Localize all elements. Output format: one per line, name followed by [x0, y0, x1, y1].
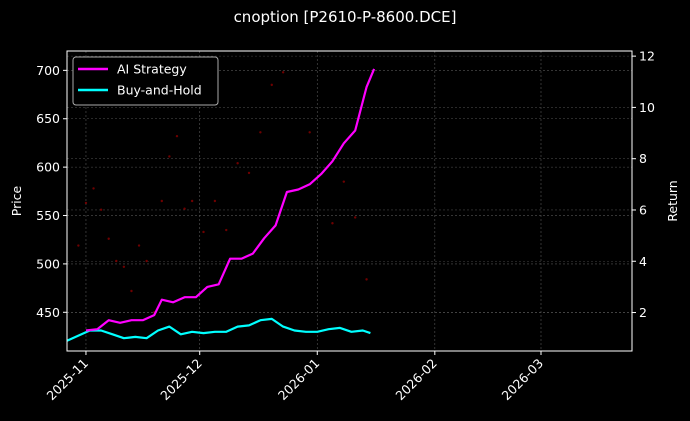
x-tick-label: 2025-11: [44, 356, 92, 404]
x-tick-label: 2026-02: [392, 356, 440, 404]
x-tick-label: 2026-01: [275, 356, 323, 404]
y-right-axis-label: Return: [665, 180, 680, 221]
y-left-tick-label: 650: [36, 111, 60, 126]
y-left-tick-label: 600: [36, 160, 60, 175]
y-right-tick-label: 2: [639, 305, 647, 320]
y-left-tick-label: 700: [36, 63, 60, 78]
price-scatter: [77, 71, 368, 314]
ai-strategy-line: [85, 68, 376, 332]
grid: [67, 51, 632, 351]
y-right-tick-label: 12: [639, 49, 655, 64]
chart-title: cnoption [P2610-P-8600.DCE]: [233, 8, 457, 26]
x-tick-label: 2026-03: [499, 356, 547, 404]
buy-and-hold-line: [66, 317, 371, 342]
y-left-tick-label: 450: [36, 305, 60, 320]
legend-label: AI Strategy: [117, 62, 187, 77]
x-tick-label: 2025-12: [157, 356, 205, 404]
plot-frame: [66, 50, 633, 352]
legend: AI Strategy Buy-and-Hold: [72, 56, 219, 106]
y-right-tick-label: 10: [639, 100, 655, 115]
y-left-tick-label: 500: [36, 256, 60, 271]
y-left-axis-label: Price: [9, 185, 24, 216]
y-right-tick-label: 8: [639, 151, 647, 166]
legend-label: Buy-and-Hold: [117, 83, 202, 98]
y-right-tick-label: 4: [639, 254, 647, 269]
y-left-tick-label: 550: [36, 208, 60, 223]
y-right-tick-label: 6: [639, 202, 647, 217]
